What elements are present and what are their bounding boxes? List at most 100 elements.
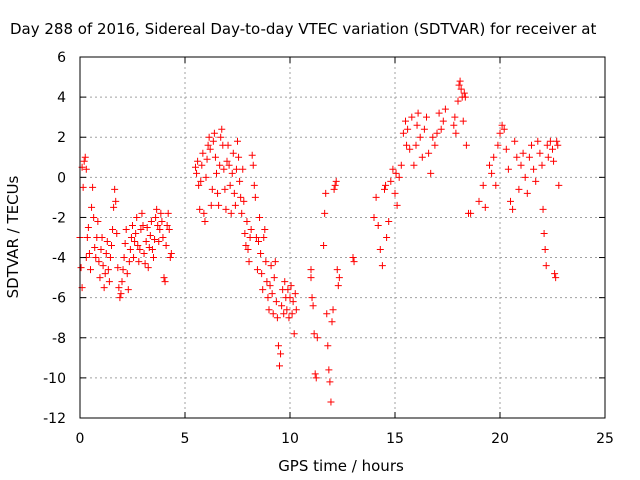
data-point	[111, 185, 119, 193]
data-point	[82, 165, 90, 173]
data-point	[166, 254, 174, 262]
data-point	[490, 153, 498, 161]
data-point	[253, 266, 261, 274]
data-point	[391, 189, 399, 197]
data-point	[249, 161, 257, 169]
data-point	[129, 221, 136, 229]
data-point	[451, 113, 459, 121]
data-point	[246, 234, 254, 241]
data-point	[555, 181, 563, 189]
data-point	[121, 240, 129, 248]
data-point	[158, 217, 166, 225]
y-tick-label: -8	[52, 331, 66, 347]
data-point	[334, 282, 342, 290]
data-point	[140, 250, 148, 258]
data-point	[105, 278, 113, 286]
data-point	[322, 189, 330, 197]
data-point	[213, 169, 220, 177]
data-point	[247, 225, 255, 233]
x-tick-label: 0	[76, 431, 85, 447]
data-point	[403, 141, 411, 149]
data-point	[95, 258, 103, 266]
data-point	[114, 264, 122, 272]
data-point	[435, 109, 443, 117]
data-point	[439, 117, 447, 125]
data-point	[156, 225, 164, 233]
data-point	[330, 185, 338, 193]
data-point	[89, 183, 97, 191]
data-point	[313, 334, 321, 342]
data-point	[167, 250, 175, 258]
data-point	[450, 121, 458, 129]
axis-ticks	[79, 56, 606, 419]
data-point	[80, 157, 88, 165]
data-point	[85, 250, 93, 258]
data-point	[79, 183, 87, 191]
data-point	[260, 234, 268, 241]
data-point	[110, 203, 118, 211]
data-point	[541, 246, 549, 254]
data-point	[256, 213, 264, 221]
data-point	[103, 238, 111, 246]
data-point	[251, 193, 259, 201]
data-point	[272, 298, 280, 306]
data-point	[393, 201, 401, 209]
y-tick-label: 4	[57, 90, 66, 106]
data-point	[372, 193, 380, 201]
data-point	[271, 258, 279, 266]
data-point	[542, 262, 550, 270]
data-point	[429, 133, 437, 141]
data-point	[551, 270, 559, 278]
data-point	[479, 181, 487, 189]
data-point	[92, 254, 100, 262]
data-point	[255, 238, 262, 246]
data-point	[229, 149, 237, 157]
data-point	[525, 153, 533, 161]
data-point	[227, 209, 235, 217]
data-point	[267, 262, 275, 270]
y-tick-label: 6	[57, 50, 66, 66]
data-point	[104, 266, 112, 274]
data-point	[231, 201, 239, 209]
data-point	[202, 173, 210, 181]
data-point	[431, 141, 439, 149]
data-point	[244, 246, 252, 254]
data-point	[193, 169, 201, 177]
data-point	[162, 242, 170, 250]
data-point	[397, 161, 405, 169]
data-point	[500, 125, 508, 133]
data-point	[200, 209, 208, 217]
data-point	[196, 205, 204, 213]
data-point	[199, 149, 207, 157]
data-point	[101, 270, 109, 278]
data-point	[198, 161, 206, 169]
data-point	[108, 242, 115, 250]
data-point	[135, 258, 143, 266]
x-tick-label: 5	[181, 431, 190, 447]
data-point	[374, 221, 382, 229]
data-point	[163, 221, 171, 229]
data-point	[433, 129, 441, 137]
data-point	[387, 177, 395, 185]
data-point	[88, 203, 96, 211]
data-point	[455, 81, 463, 89]
data-point	[425, 149, 433, 157]
data-point	[420, 125, 428, 133]
data-point	[553, 137, 561, 145]
data-point	[284, 286, 292, 294]
data-point	[408, 113, 416, 121]
data-point	[125, 258, 133, 266]
data-point	[320, 242, 328, 250]
data-point	[554, 141, 562, 149]
data-point	[124, 286, 132, 294]
data-point	[216, 161, 224, 169]
y-tick-label: -10	[43, 371, 66, 387]
data-point	[459, 117, 467, 125]
data-point	[513, 153, 521, 161]
data-point	[376, 246, 384, 254]
data-point	[157, 209, 165, 217]
data-point	[530, 165, 538, 173]
data-point	[118, 278, 126, 286]
data-point	[268, 290, 276, 298]
data-point	[308, 294, 316, 302]
